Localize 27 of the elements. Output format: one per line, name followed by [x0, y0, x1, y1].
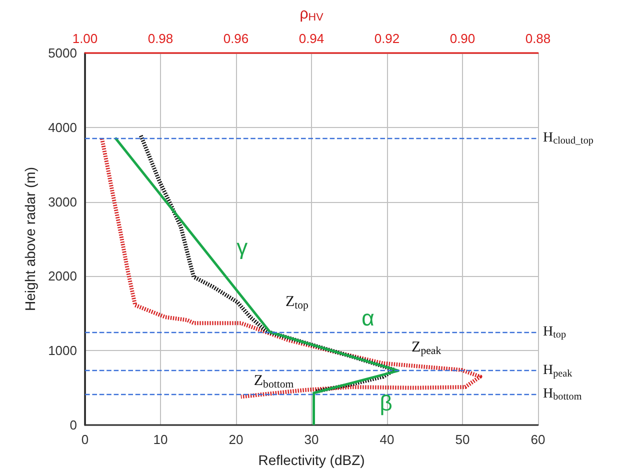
x2-tick-label: 0.98: [148, 31, 174, 46]
x2-tick-label: 1.00: [72, 31, 98, 46]
annotation: β: [380, 390, 392, 416]
x-tick-label: 20: [228, 432, 244, 447]
x-tick-label: 10: [153, 432, 168, 447]
y-tick-label: 4000: [48, 120, 77, 135]
y-tick-label: 0: [70, 418, 77, 432]
line-series: [114, 136, 400, 426]
x2-tick-label: 0.96: [223, 31, 249, 46]
line-series: [138, 134, 397, 394]
y-tick-label: 2000: [48, 268, 77, 284]
y-tick-label: 5000: [48, 46, 77, 60]
y-tick-label: 3000: [48, 194, 77, 210]
y-axis-title: Height above radar (m): [22, 167, 38, 311]
x2-tick-label: 0.90: [450, 31, 476, 46]
x2-tick-label: 0.88: [525, 31, 551, 46]
x-tick-label: 60: [530, 432, 546, 447]
annotation: α: [362, 306, 375, 331]
x2-tick-label: 0.94: [298, 31, 324, 46]
x2-tick-label: 0.92: [374, 31, 400, 46]
x-tick-label: 30: [304, 432, 319, 447]
x-tick-label: 0: [81, 432, 89, 447]
annotation: γ: [236, 234, 248, 260]
x-tick-label: 40: [380, 432, 394, 447]
x-axis-title: Reflectivity (dBZ): [258, 452, 365, 468]
x-tick-label: 50: [455, 432, 470, 447]
y-tick-label: 1000: [48, 343, 77, 358]
